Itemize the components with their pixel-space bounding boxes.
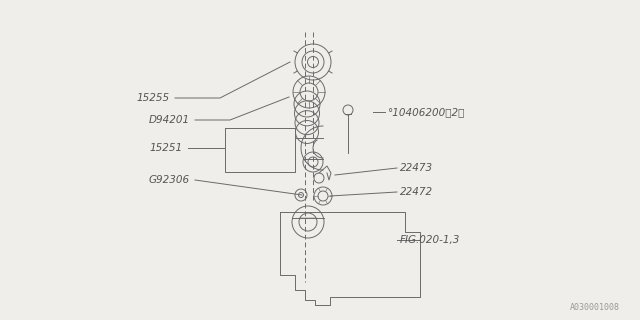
Text: D94201: D94201 (149, 115, 190, 125)
Text: 15251: 15251 (150, 143, 183, 153)
Text: A030001008: A030001008 (570, 303, 620, 312)
Text: 15255: 15255 (137, 93, 170, 103)
Text: FIG.020-1,3: FIG.020-1,3 (400, 235, 460, 245)
Text: 22472: 22472 (400, 187, 433, 197)
Text: 22473: 22473 (400, 163, 433, 173)
Text: G92306: G92306 (149, 175, 190, 185)
Text: °10406200（2）: °10406200（2） (387, 107, 465, 117)
